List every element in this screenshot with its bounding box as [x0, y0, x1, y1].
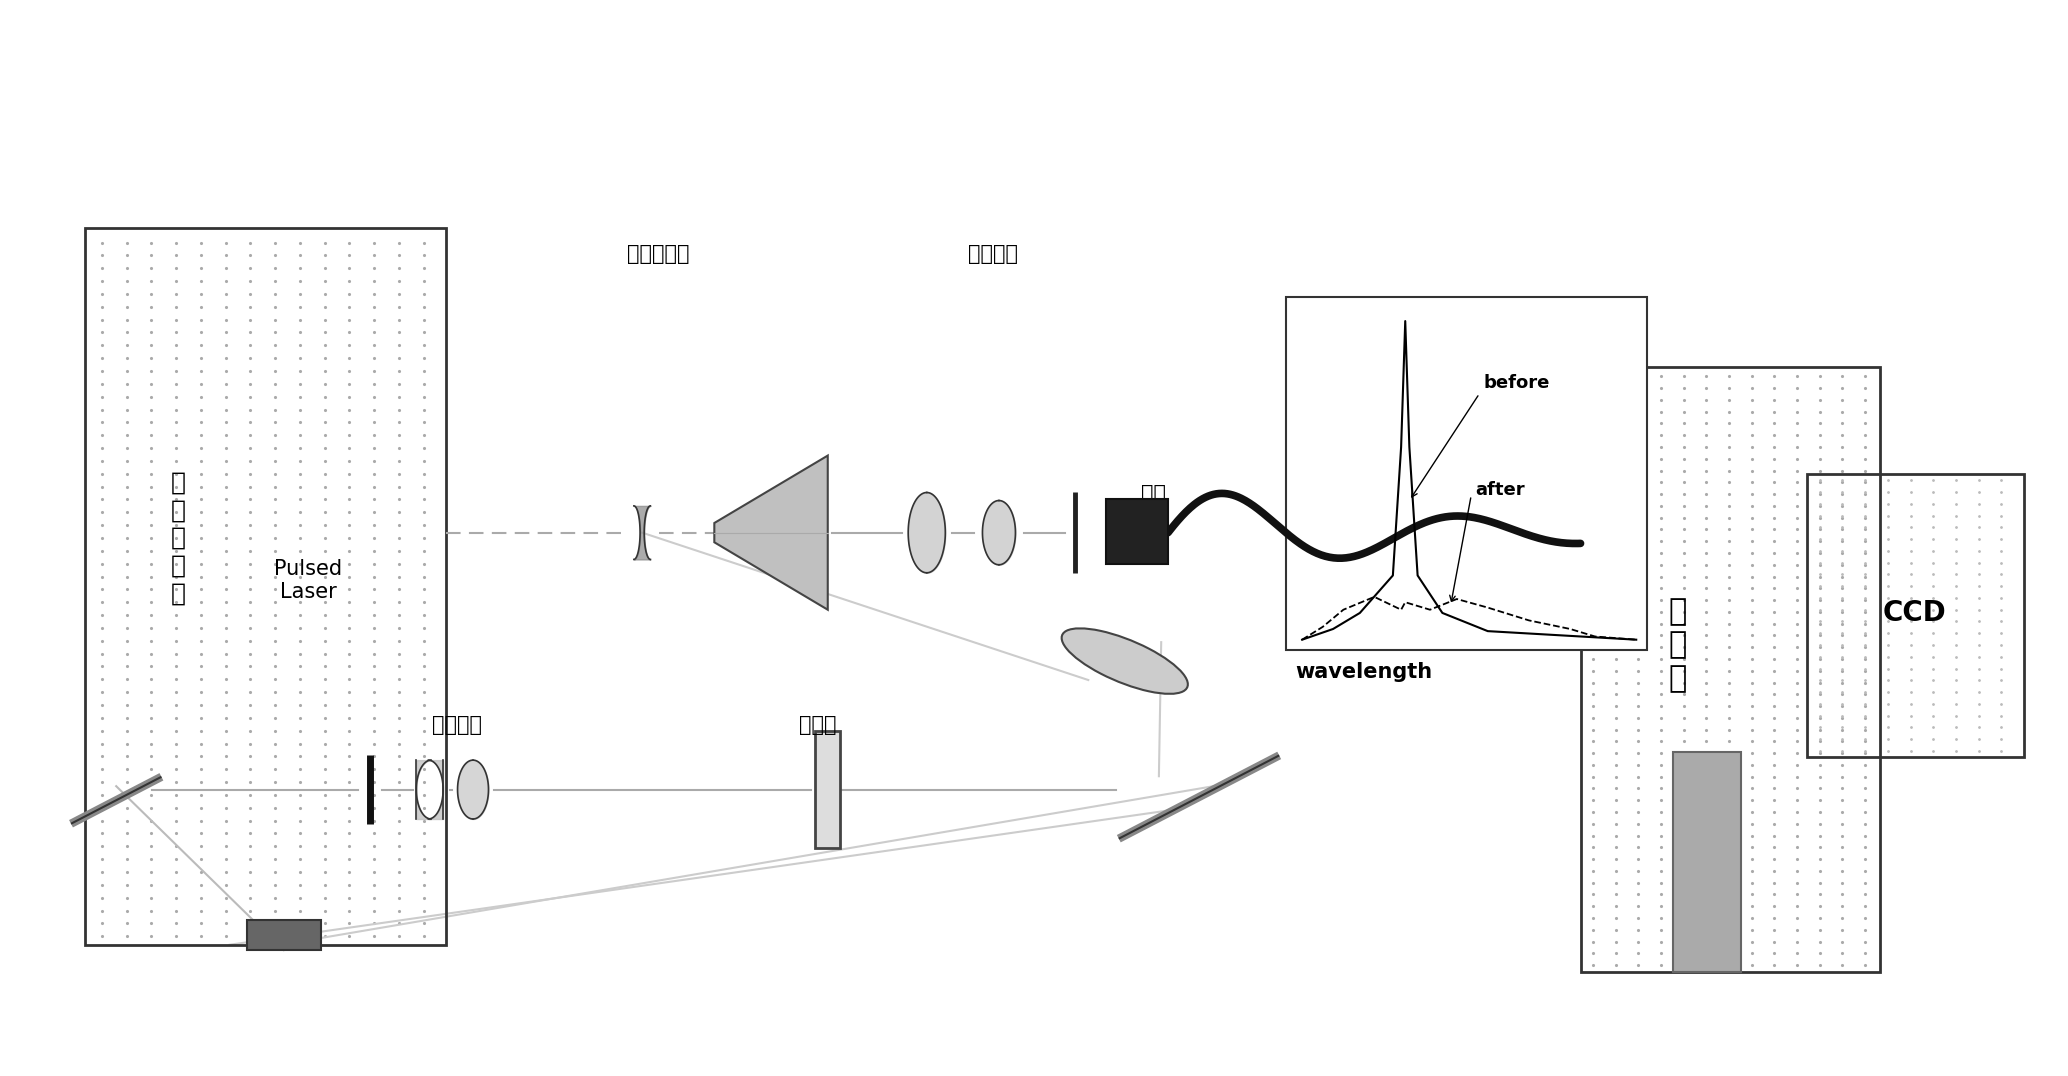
- Text: wavelength: wavelength: [1295, 662, 1433, 682]
- Bar: [85, 227, 447, 945]
- Text: CCD: CCD: [1882, 599, 1946, 627]
- Text: Pulsed
Laser: Pulsed Laser: [273, 560, 341, 603]
- Text: 聚焦
透镜: 聚焦 透镜: [1142, 484, 1166, 527]
- Polygon shape: [713, 455, 827, 610]
- Ellipse shape: [1061, 628, 1187, 694]
- Bar: [1580, 367, 1880, 972]
- Text: after: after: [1474, 481, 1524, 499]
- Text: 脉
冲
激
光
器: 脉 冲 激 光 器: [170, 470, 186, 606]
- Text: 光束收集: 光束收集: [968, 244, 1017, 265]
- Bar: [1286, 297, 1646, 650]
- Text: 滤光片: 滤光片: [798, 716, 835, 735]
- Bar: [1673, 752, 1741, 972]
- Bar: [246, 920, 321, 950]
- Bar: [1106, 499, 1168, 564]
- Text: 化学传感器: 化学传感器: [627, 244, 691, 265]
- Text: 光束整形: 光束整形: [432, 716, 482, 735]
- Bar: [1807, 473, 2025, 758]
- Text: before: before: [1483, 373, 1551, 392]
- Bar: [815, 731, 840, 849]
- Text: 光
谱
仪: 光 谱 仪: [1669, 597, 1687, 693]
